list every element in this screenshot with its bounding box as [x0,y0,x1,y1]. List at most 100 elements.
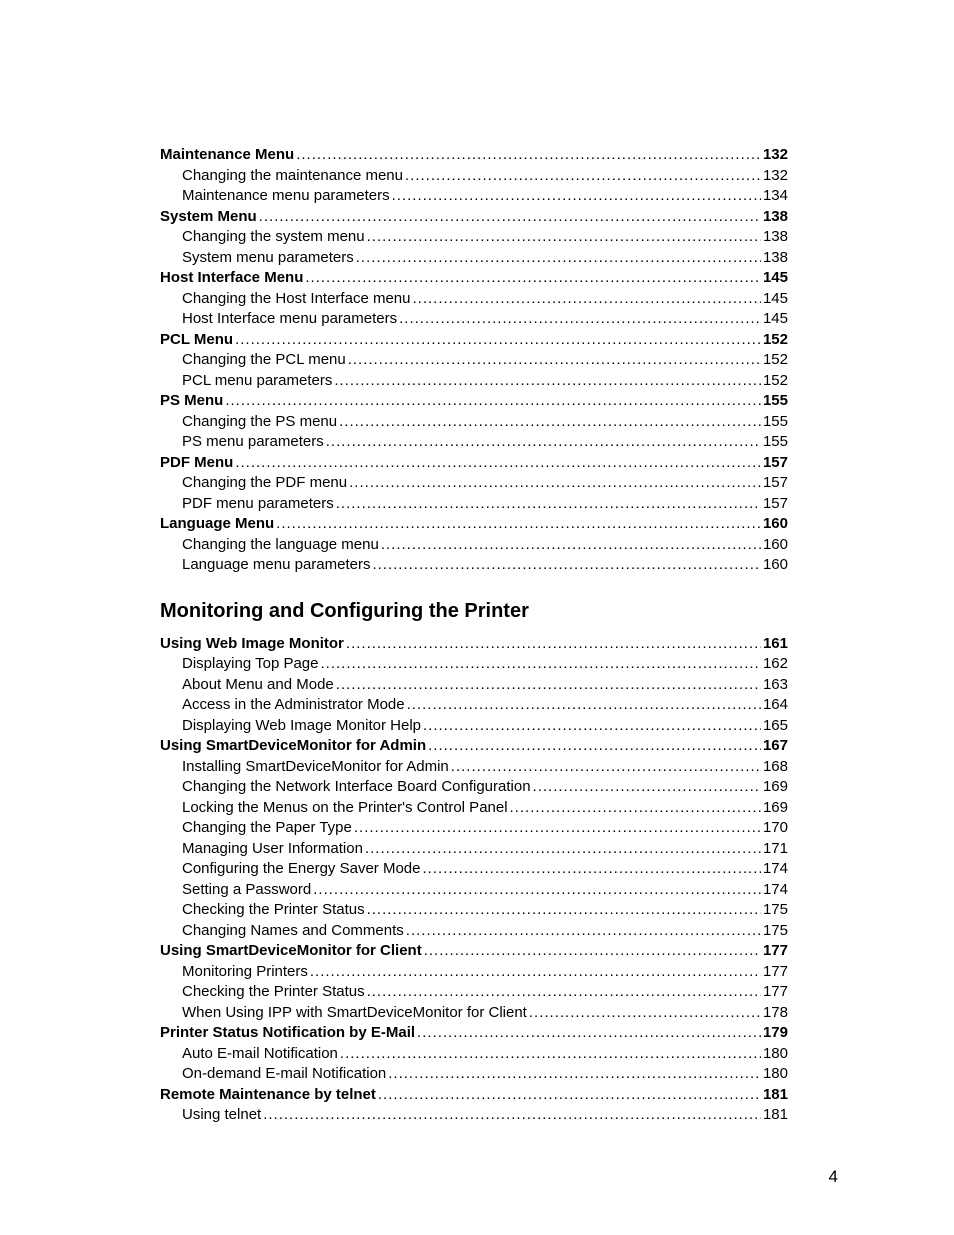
toc-entry-label: System Menu [160,207,257,228]
toc-entry-label: PCL Menu [160,330,233,351]
toc-entry-item: Maintenance menu parameters.............… [160,186,788,207]
toc-entry-label: System menu parameters [182,248,354,269]
toc-entry-page: 175 [763,900,788,921]
section-heading: Monitoring and Configuring the Printer [160,598,788,624]
toc-entry-page: 175 [763,921,788,942]
toc-entry-label: Maintenance Menu [160,145,294,166]
toc-entry-page: 181 [763,1085,788,1106]
toc-leader-dots: ........................................… [392,186,761,207]
toc-leader-dots: ........................................… [406,921,761,942]
toc-entry-label: Configuring the Energy Saver Mode [182,859,420,880]
toc-entry-item: PCL menu parameters.....................… [160,371,788,392]
toc-entry-label: Changing the PCL menu [182,350,346,371]
toc-entry-page: 181 [763,1105,788,1126]
toc-entry-item: Setting a Password......................… [160,880,788,901]
toc-entry-page: 134 [763,186,788,207]
toc-leader-dots: ........................................… [381,535,761,556]
toc-entry-item: On-demand E-mail Notification...........… [160,1064,788,1085]
toc-entry-label: Setting a Password [182,880,311,901]
toc-leader-dots: ........................................… [428,736,761,757]
toc-entry-label: PS menu parameters [182,432,324,453]
toc-entry-page: 177 [763,982,788,1003]
toc-entry-page: 138 [763,207,788,228]
toc-entry-label: Displaying Top Page [182,654,318,675]
toc-entry-page: 160 [763,555,788,576]
toc-leader-dots: ........................................… [388,1064,761,1085]
toc-leader-dots: ........................................… [399,309,761,330]
toc-entry-page: 163 [763,675,788,696]
toc-entry-label: Changing the PS menu [182,412,337,433]
toc-entry-page: 145 [763,268,788,289]
toc-entry-label: Checking the Printer Status [182,900,365,921]
toc-entry-page: 169 [763,777,788,798]
toc-entry-item: Using telnet............................… [160,1105,788,1126]
toc-entry-item: Auto E-mail Notification................… [160,1044,788,1065]
toc-entry-item: Changing the maintenance menu...........… [160,166,788,187]
toc-entry-page: 157 [763,494,788,515]
toc-entry-label: Host Interface Menu [160,268,303,289]
toc-entry-item: Host Interface menu parameters..........… [160,309,788,330]
toc-entry-item: Locking the Menus on the Printer's Contr… [160,798,788,819]
toc-leader-dots: ........................................… [367,227,761,248]
toc-leader-dots: ........................................… [296,145,761,166]
toc-entry-page: 145 [763,289,788,310]
toc-entry-item: Changing the Paper Type.................… [160,818,788,839]
toc-entry-section: Using SmartDeviceMonitor for Client.....… [160,941,788,962]
toc-entry-label: Host Interface menu parameters [182,309,397,330]
toc-leader-dots: ........................................… [263,1105,761,1126]
toc-entry-label: Locking the Menus on the Printer's Contr… [182,798,508,819]
document-page: Maintenance Menu........................… [0,0,954,1235]
toc-leader-dots: ........................................… [356,248,761,269]
toc-entry-label: Using Web Image Monitor [160,634,344,655]
toc-leader-dots: ........................................… [235,330,761,351]
toc-leader-dots: ........................................… [422,859,760,880]
toc-entry-item: Changing the PCL menu...................… [160,350,788,371]
toc-entry-label: Changing the Paper Type [182,818,352,839]
toc-entry-page: 152 [763,330,788,351]
toc-entry-page: 174 [763,859,788,880]
toc-entry-page: 138 [763,227,788,248]
toc-leader-dots: ........................................… [367,900,761,921]
toc-entry-label: Language menu parameters [182,555,370,576]
toc-entry-item: Language menu parameters................… [160,555,788,576]
toc-entry-label: Changing Names and Comments [182,921,404,942]
toc-entry-section: System Menu.............................… [160,207,788,228]
toc-entry-label: PCL menu parameters [182,371,332,392]
toc-entry-item: Access in the Administrator Mode........… [160,695,788,716]
toc-leader-dots: ........................................… [372,555,761,576]
toc-entry-label: Using SmartDeviceMonitor for Client [160,941,422,962]
toc-entry-label: Changing the Host Interface menu [182,289,410,310]
toc-entry-item: Changing the Host Interface menu........… [160,289,788,310]
toc-container: Maintenance Menu........................… [160,145,788,1126]
toc-entry-page: 157 [763,473,788,494]
toc-leader-dots: ........................................… [407,695,761,716]
toc-entry-page: 171 [763,839,788,860]
toc-entry-label: Language Menu [160,514,274,535]
toc-entry-label: Changing the PDF menu [182,473,347,494]
toc-leader-dots: ........................................… [533,777,761,798]
toc-entry-item: PDF menu parameters.....................… [160,494,788,515]
toc-leader-dots: ........................................… [365,839,761,860]
toc-entry-page: 170 [763,818,788,839]
toc-entry-page: 155 [763,432,788,453]
toc-leader-dots: ........................................… [340,1044,761,1065]
toc-leader-dots: ........................................… [412,289,760,310]
toc-entry-label: Changing the system menu [182,227,365,248]
toc-entry-section: Language Menu...........................… [160,514,788,535]
toc-leader-dots: ........................................… [405,166,761,187]
toc-leader-dots: ........................................… [336,675,761,696]
toc-leader-dots: ........................................… [510,798,761,819]
toc-entry-label: When Using IPP with SmartDeviceMonitor f… [182,1003,527,1024]
toc-entry-item: PS menu parameters......................… [160,432,788,453]
toc-entry-section: Using SmartDeviceMonitor for Admin......… [160,736,788,757]
toc-leader-dots: ........................................… [320,654,760,675]
toc-entry-page: 155 [763,412,788,433]
toc-leader-dots: ........................................… [339,412,761,433]
toc-entry-page: 177 [763,941,788,962]
toc-entry-page: 138 [763,248,788,269]
toc-leader-dots: ........................................… [276,514,761,535]
toc-entry-item: Changing the Network Interface Board Con… [160,777,788,798]
toc-entry-item: Changing the PDF menu...................… [160,473,788,494]
toc-entry-item: About Menu and Mode.....................… [160,675,788,696]
toc-entry-label: Maintenance menu parameters [182,186,390,207]
